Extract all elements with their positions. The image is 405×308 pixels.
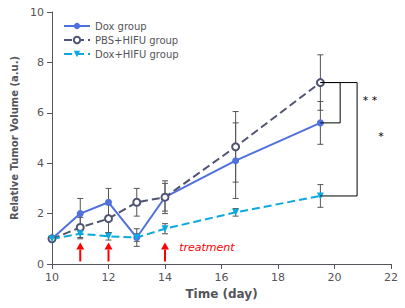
svg-text:Dox group: Dox group (95, 21, 147, 32)
svg-text:2: 2 (37, 207, 44, 220)
svg-text:4: 4 (37, 157, 44, 170)
svg-text:Relative Tumor Volume (a.u.): Relative Tumor Volume (a.u.) (9, 56, 20, 220)
svg-text:6: 6 (37, 106, 44, 119)
svg-text:10: 10 (30, 6, 44, 19)
svg-text:Dox+HIFU group: Dox+HIFU group (95, 49, 179, 60)
svg-text:* *: * * (363, 94, 378, 107)
svg-text:18: 18 (271, 271, 285, 284)
svg-text:0: 0 (37, 258, 44, 271)
svg-text:16: 16 (215, 271, 229, 284)
svg-text:8: 8 (37, 56, 44, 69)
svg-text:Time (day): Time (day) (185, 287, 257, 301)
svg-text:*: * (378, 130, 384, 143)
svg-text:20: 20 (328, 271, 342, 284)
svg-text:14: 14 (158, 271, 172, 284)
svg-text:PBS+HIFU group: PBS+HIFU group (95, 35, 178, 46)
svg-text:10: 10 (45, 271, 59, 284)
svg-text:treatment: treatment (179, 241, 235, 254)
svg-text:12: 12 (102, 271, 116, 284)
svg-text:22: 22 (384, 271, 398, 284)
